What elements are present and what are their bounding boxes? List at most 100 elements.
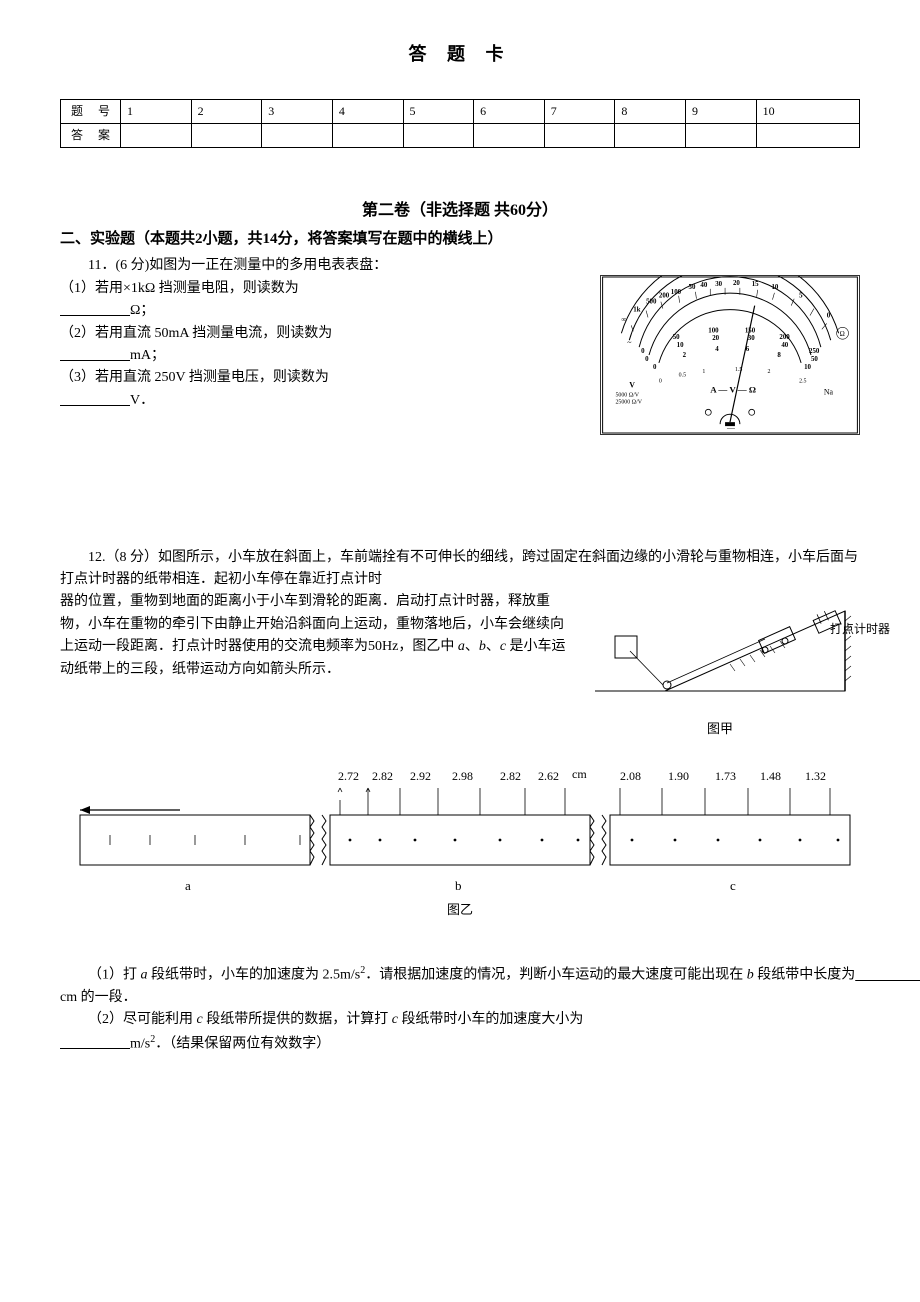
q12-sub1: （1）打 a 段纸带时，小车的加速度为 2.5m/s2．请根据加速度的情况，判断…	[60, 963, 860, 1009]
text: （1）打	[88, 968, 141, 983]
cell[interactable]	[686, 123, 757, 147]
scale-label: 2	[768, 369, 771, 375]
table-row: 答 案	[61, 123, 860, 147]
q11-part3-blank: V．	[60, 390, 490, 412]
scale-label: 5	[799, 293, 803, 300]
var-b: b	[479, 639, 486, 654]
cell: 8	[615, 99, 686, 123]
scale-label: 8	[777, 352, 781, 359]
text: （3）若用直流 250V 挡测量电压，则读数为	[60, 370, 329, 385]
na-label: Na	[824, 388, 834, 397]
tape-label: 2.82	[500, 769, 521, 783]
answer-card-title: 答 题 卡	[60, 40, 860, 69]
ohm-icon: Ω	[840, 332, 845, 339]
text: Ω；	[130, 303, 154, 318]
cell: 4	[332, 99, 403, 123]
cell[interactable]	[474, 123, 545, 147]
text: 段纸带时小车的加速度大小为	[398, 1012, 584, 1027]
figure-yi: a 2.72 2.82 2.92 2.98 2.82 2.62 cm	[60, 760, 860, 921]
multimeter-figure: ∞ 1k 500 200 100 50 40 30 20 15 10 5 0 0…	[600, 275, 860, 435]
blank-input[interactable]	[60, 1036, 130, 1051]
blank-input[interactable]	[60, 348, 130, 363]
q11-part2-blank: mA；	[60, 345, 490, 367]
cell[interactable]	[332, 123, 403, 147]
scale-label: 30	[715, 281, 722, 288]
cell: 6	[474, 99, 545, 123]
tape-label: 2.82	[372, 769, 393, 783]
question-12: 12.（8 分）如图所示，小车放在斜面上，车前端拴有不可伸长的细线，跨过固定在斜…	[60, 547, 860, 1056]
cell: 10	[756, 99, 859, 123]
cell[interactable]	[544, 123, 615, 147]
scale-label: 40	[700, 282, 707, 289]
text: 段纸带中长度为	[754, 968, 856, 983]
scale-label: 5000 Ω/V	[615, 393, 639, 399]
scale-label: 0	[827, 313, 831, 320]
scale-label: 50	[673, 335, 680, 342]
scale-label: 10	[804, 364, 811, 371]
scale-label: 30	[748, 336, 755, 343]
scale-label: 25000 Ω/V	[615, 400, 642, 406]
section-title: 第二卷（非选择题 共60分）	[60, 198, 860, 224]
scale-label: 0	[653, 364, 657, 371]
text: 、	[465, 639, 479, 654]
text: mA；	[130, 348, 165, 363]
scale-label: 1	[702, 369, 705, 375]
answer-table: 题 号 1 2 3 4 5 6 7 8 9 10 答 案	[60, 99, 860, 148]
avq-label: A — V — Ω	[710, 385, 756, 395]
cell[interactable]	[191, 123, 262, 147]
cell: 2	[191, 99, 262, 123]
q12-sub2: （2）尽可能利用 c 段纸带所提供的数据，计算打 c 段纸带时小车的加速度大小为	[60, 1009, 860, 1031]
incline-diagram	[585, 591, 855, 701]
text: 段纸带时，小车的加速度为 2.5m/s	[148, 968, 361, 983]
cell[interactable]	[121, 123, 192, 147]
row-label-answer: 答 案	[61, 123, 121, 147]
scale-label: 200	[659, 293, 670, 300]
scale-label: 100	[671, 289, 682, 296]
q11-stem: 11．(6 分)如图为一正在测量中的多用电表表盘：	[60, 255, 490, 277]
scale-label: 0	[641, 348, 645, 355]
subsection-title: 二、实验题（本题共2小题，共14分，将答案填写在题中的横线上）	[60, 227, 860, 251]
text: m/s	[130, 1036, 150, 1051]
scale-label: 2	[683, 352, 687, 359]
scale-label: 100	[708, 328, 719, 335]
cell: 9	[686, 99, 757, 123]
scale-label: 500	[646, 299, 657, 306]
scale-label: 0.5	[679, 373, 686, 379]
blank-input[interactable]	[855, 968, 920, 983]
figure-jia-label: 图甲	[580, 719, 860, 740]
cell: 3	[262, 99, 333, 123]
scale-label: 40	[781, 342, 788, 349]
cell[interactable]	[403, 123, 474, 147]
tape-c-label: c	[730, 878, 736, 893]
cell: 7	[544, 99, 615, 123]
tape-label: 1.48	[760, 769, 781, 783]
scale-label: 15	[752, 281, 759, 288]
q11-part1-blank: Ω；	[60, 300, 490, 322]
tape-diagram: a 2.72 2.82 2.92 2.98 2.82 2.62 cm	[60, 760, 860, 900]
scale-label: 10	[771, 284, 778, 291]
tape-label: 1.73	[715, 769, 736, 783]
scale-label: 20	[712, 336, 719, 343]
text: ．请根据加速度的情况，判断小车运动的最大速度可能出现在	[365, 968, 747, 983]
cell[interactable]	[615, 123, 686, 147]
scale-label: ∞	[621, 317, 626, 324]
tape-label: 1.90	[668, 769, 689, 783]
scale-label: 2.5	[799, 379, 806, 385]
text: cm 的一段．	[60, 990, 137, 1005]
blank-input[interactable]	[60, 303, 130, 318]
cell[interactable]	[262, 123, 333, 147]
blank-input[interactable]	[60, 393, 130, 408]
text: 、	[486, 639, 500, 654]
scale-label: 1k	[633, 307, 640, 314]
ac-icon: ~	[627, 339, 632, 348]
scale-label: 200	[779, 335, 790, 342]
tape-label: 2.62	[538, 769, 559, 783]
q12-sub2-blank: m/s2．（结果保留两位有效数字）	[60, 1032, 860, 1056]
cell[interactable]	[756, 123, 859, 147]
scale-label: 10	[677, 342, 684, 349]
scale-label: 20	[733, 280, 740, 287]
table-row: 题 号 1 2 3 4 5 6 7 8 9 10	[61, 99, 860, 123]
scale-label: 50	[811, 356, 818, 363]
scale-label: 50	[689, 284, 696, 291]
tape-b-label: b	[455, 878, 462, 893]
